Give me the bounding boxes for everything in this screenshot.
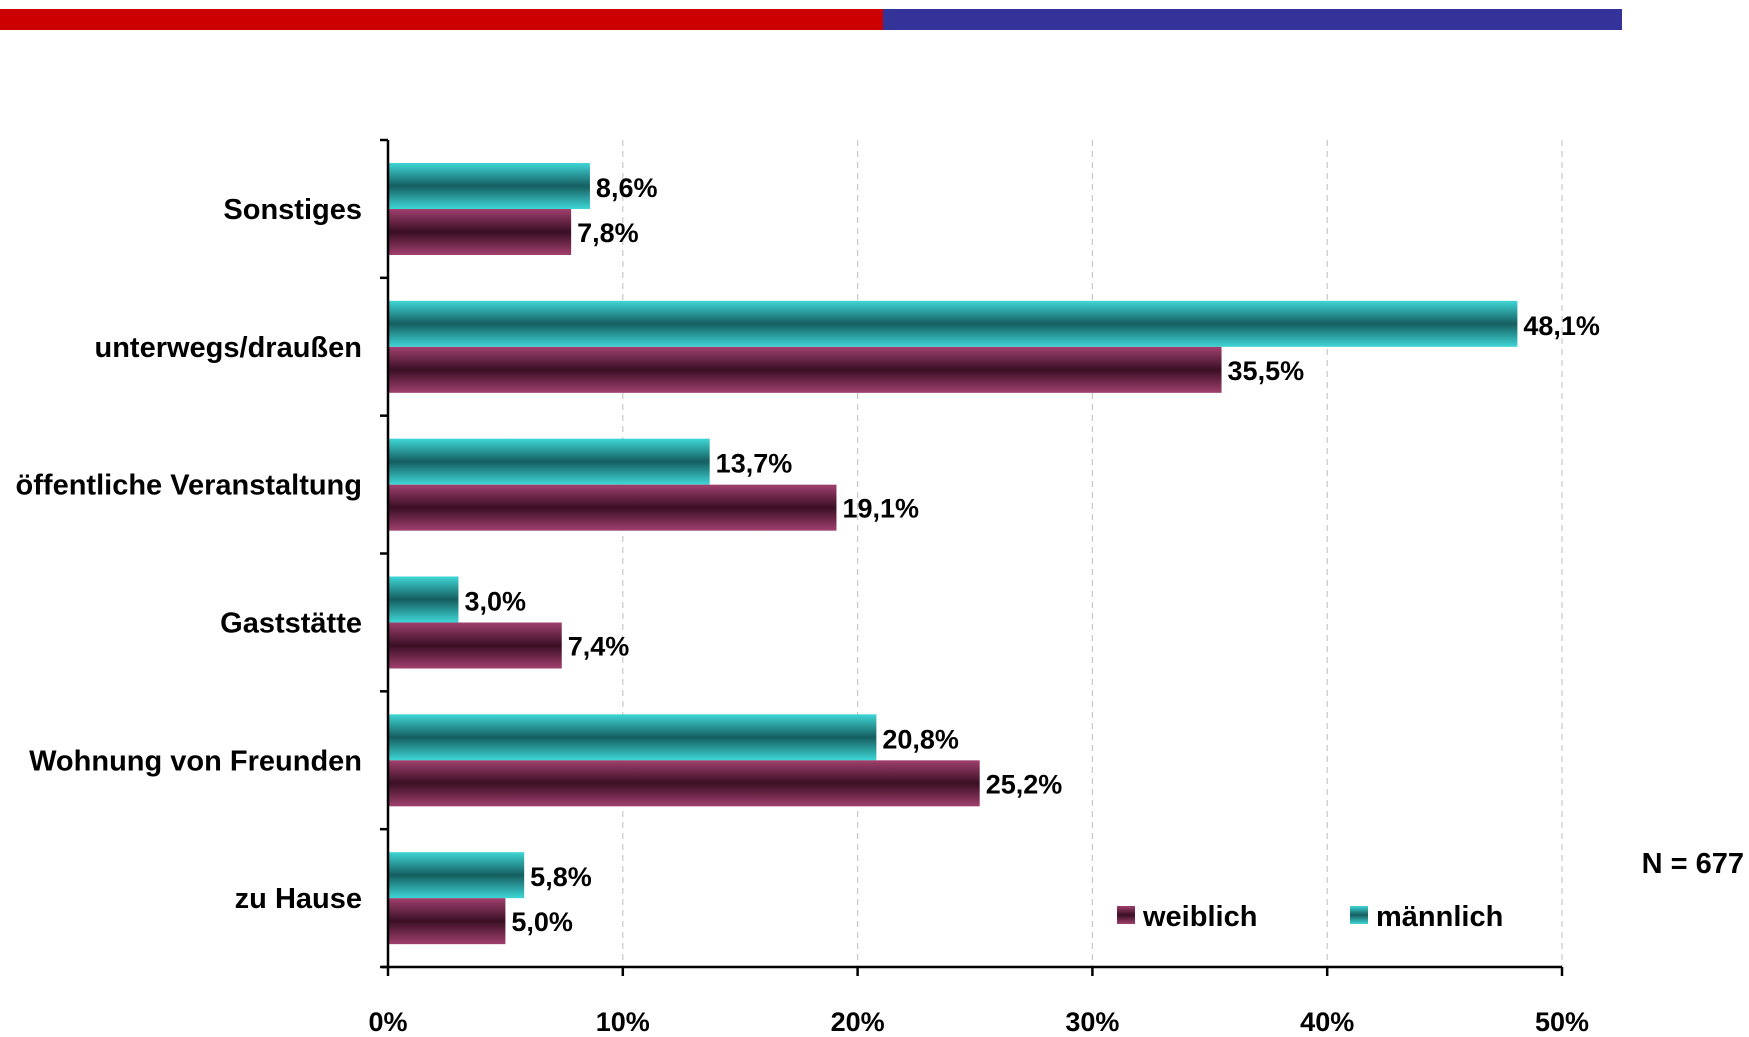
bar-weiblich <box>388 622 562 669</box>
data-label-maennlich: 8,6% <box>596 173 658 203</box>
grid-lines <box>622 140 1563 967</box>
bar-maennlich <box>388 300 1518 347</box>
header-bar-red <box>0 9 883 30</box>
category-label: Wohnung von Freunden <box>29 745 362 777</box>
category-label: Gaststätte <box>220 608 362 640</box>
data-label-maennlich: 48,1% <box>1523 311 1600 341</box>
bar-weiblich <box>388 898 506 945</box>
data-label-maennlich: 13,7% <box>716 449 793 479</box>
bar-maennlich <box>388 852 525 899</box>
bar-maennlich <box>388 576 459 623</box>
x-tick-label: 0% <box>368 1007 407 1037</box>
bar-weiblich <box>388 760 980 807</box>
legend: weiblich männlich <box>1117 901 1503 933</box>
axes <box>380 138 1564 976</box>
bar-maennlich <box>388 438 710 485</box>
bar-weiblich <box>388 209 572 255</box>
x-tick-label: 30% <box>1065 1007 1119 1037</box>
bar-maennlich <box>388 163 590 209</box>
legend-label: männlich <box>1376 901 1503 933</box>
sample-size-annotation: N = 677 <box>1642 848 1744 880</box>
data-label-maennlich: 5,8% <box>530 862 592 892</box>
legend-swatch <box>1350 906 1368 924</box>
bar-weiblich <box>388 346 1222 393</box>
data-label-weiblich: 25,2% <box>986 769 1063 799</box>
labels: 0% 10% 20% 30% 40% 50% Sonstiges 8,6% 7,8% unterw… <box>16 173 1600 1037</box>
bar-maennlich <box>388 714 877 761</box>
data-label-weiblich: 35,5% <box>1228 356 1305 386</box>
x-tick-label: 20% <box>831 1007 885 1037</box>
x-tick-label: 40% <box>1300 1007 1354 1037</box>
category-label: öffentliche Veranstaltung <box>16 470 362 502</box>
data-label-weiblich: 7,8% <box>577 218 639 248</box>
x-tick-label: 50% <box>1535 1007 1589 1037</box>
category-label: Sonstiges <box>223 194 362 226</box>
data-label-weiblich: 19,1% <box>842 494 919 524</box>
data-label-weiblich: 5,0% <box>511 907 573 937</box>
x-tick-label: 10% <box>596 1007 650 1037</box>
category-label: unterwegs/draußen <box>95 332 363 364</box>
bar-weiblich <box>388 484 837 531</box>
header-bar-blue <box>883 9 1622 30</box>
category-label: zu Hause <box>235 883 362 915</box>
data-label-maennlich: 20,8% <box>882 724 959 754</box>
legend-label: weiblich <box>1142 901 1257 933</box>
bars <box>388 163 1518 945</box>
data-label-maennlich: 3,0% <box>464 587 526 617</box>
legend-swatch <box>1117 906 1135 924</box>
data-label-weiblich: 7,4% <box>568 632 630 662</box>
